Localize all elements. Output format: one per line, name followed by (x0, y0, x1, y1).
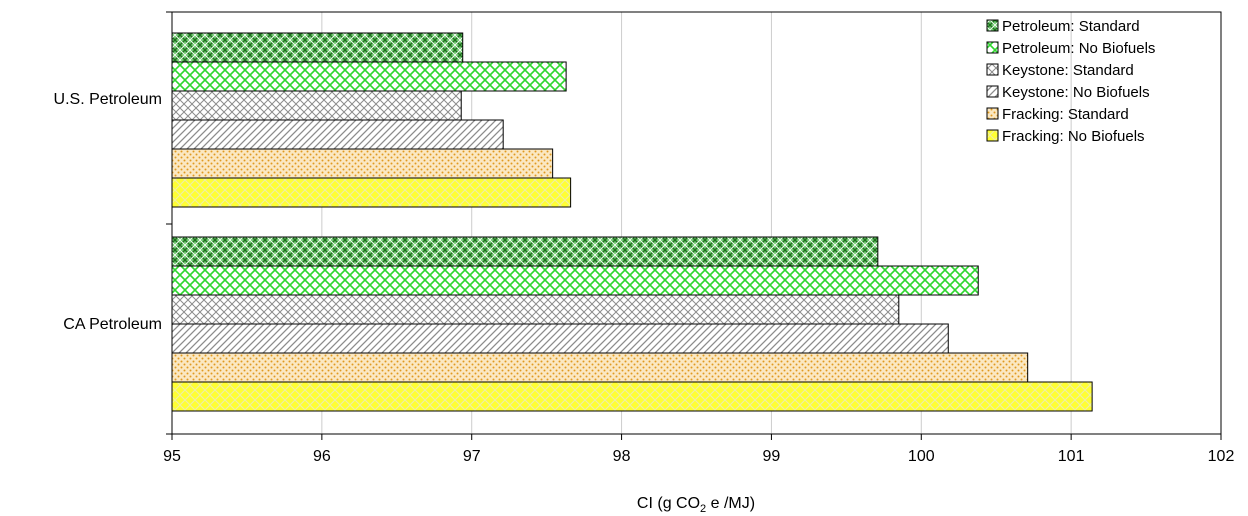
legend-swatch (986, 85, 999, 98)
legend-swatch (986, 41, 999, 54)
x-tick-label: 99 (763, 448, 781, 465)
x-tick-label: 100 (908, 448, 935, 465)
x-tick-label: 102 (1208, 448, 1235, 465)
legend-swatch (986, 63, 999, 76)
category-label: U.S. Petroleum (54, 91, 162, 108)
x-tick-label: 96 (313, 448, 331, 465)
x-tick-label: 97 (463, 448, 481, 465)
bars (171, 32, 1093, 412)
bar (171, 294, 900, 325)
bar (171, 32, 464, 63)
x-tick-label: 101 (1058, 448, 1085, 465)
x-tick-label: 95 (163, 448, 181, 465)
x-axis-title-tail: e /MJ) (706, 495, 755, 512)
bar (171, 119, 504, 150)
category-labels: U.S. Petroleum CA Petroleum (54, 91, 162, 333)
bar (171, 265, 979, 296)
x-axis-title: CI (g CO2 e /MJ) (637, 495, 755, 515)
plot-frame (171, 11, 1222, 435)
legend-label: Petroleum: No Biofuels (1002, 40, 1155, 57)
axes (166, 11, 1222, 440)
bar (171, 381, 1093, 412)
bar (171, 236, 879, 267)
legend-swatch (986, 107, 999, 120)
x-axis-title-sub: 2 (700, 503, 706, 515)
category-label: CA Petroleum (63, 316, 162, 333)
x-axis-title-main: CI (g CO (637, 495, 700, 512)
bar (171, 90, 462, 121)
legend-label: Keystone: Standard (1002, 62, 1134, 79)
legend-label: Fracking: No Biofuels (1002, 128, 1145, 145)
bar (171, 148, 554, 179)
tick-labels: 95 96 97 98 99 100 101 102 (163, 448, 1234, 465)
legend-swatch (986, 129, 999, 142)
legend-swatch (986, 19, 999, 32)
legend-label: Fracking: Standard (1002, 106, 1129, 123)
x-tick-label: 98 (613, 448, 631, 465)
bar (171, 323, 949, 354)
bar (171, 352, 1029, 383)
bar (171, 177, 572, 208)
legend-label: Petroleum: Standard (1002, 18, 1140, 35)
legend: Petroleum: Standard Petroleum: No Biofuel… (986, 18, 1155, 145)
legend-label: Keystone: No Biofuels (1002, 84, 1150, 101)
bar (171, 61, 567, 92)
